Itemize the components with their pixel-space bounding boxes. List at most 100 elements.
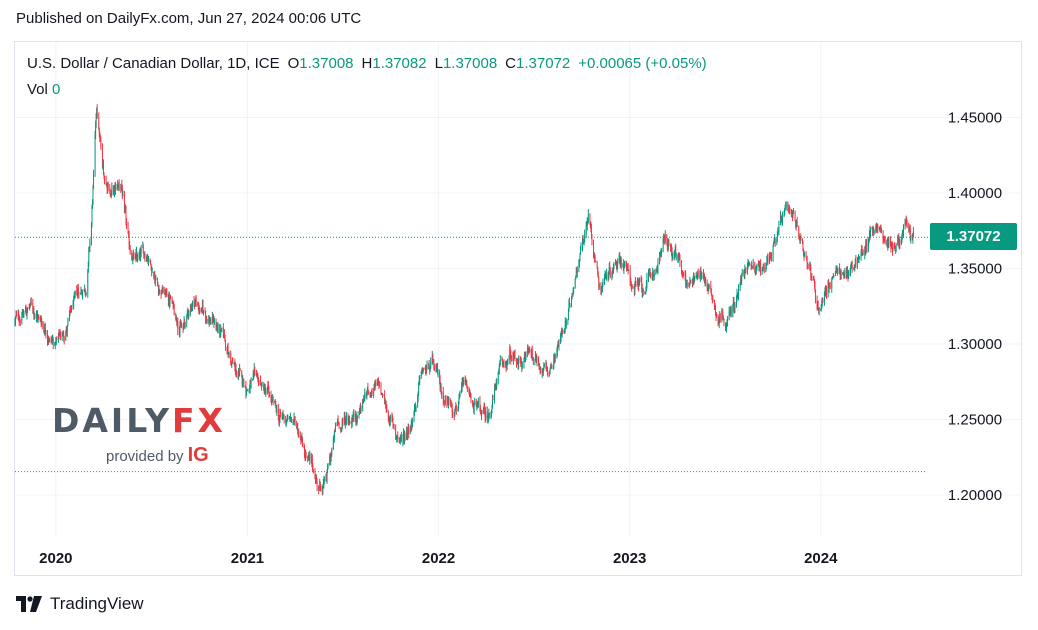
- candle-down: [371, 391, 373, 394]
- candle-down: [374, 383, 376, 387]
- candle-up: [327, 464, 329, 469]
- candle-up: [93, 171, 94, 187]
- candle-down: [465, 382, 467, 385]
- candle-down: [48, 339, 49, 342]
- candle-up: [463, 380, 465, 383]
- candle-down: [219, 324, 221, 334]
- candle-up: [71, 306, 72, 313]
- candle-up: [744, 268, 746, 270]
- candle-down: [133, 253, 135, 259]
- candle-down: [244, 385, 246, 387]
- candle-up: [111, 185, 113, 192]
- candle-up: [379, 384, 380, 386]
- candle-down: [600, 284, 602, 291]
- candle-up: [490, 414, 492, 416]
- candle-up: [61, 335, 63, 337]
- candle-down: [198, 307, 200, 311]
- candle-down: [212, 316, 214, 321]
- candle-up: [154, 280, 156, 283]
- candle-down: [551, 367, 553, 369]
- candle-down: [769, 256, 771, 258]
- candle-down: [353, 413, 355, 418]
- candle-up: [366, 387, 368, 391]
- candle-down: [16, 314, 17, 316]
- candle-up: [211, 316, 213, 323]
- candle-up: [576, 270, 578, 273]
- candle-up: [770, 257, 771, 259]
- candle-down: [857, 260, 859, 262]
- candle-up: [201, 307, 203, 310]
- candle-up: [901, 234, 903, 239]
- candle-up: [561, 331, 563, 333]
- candle-down: [843, 273, 845, 275]
- candle-up: [494, 385, 495, 401]
- candle-down: [170, 298, 171, 300]
- candle-up: [791, 211, 792, 213]
- candle-up: [583, 241, 585, 244]
- candle-down: [549, 373, 550, 375]
- candle-down: [60, 335, 61, 337]
- candle-up: [898, 240, 900, 245]
- candle-down: [246, 389, 248, 391]
- provided-by-ig: provided by IG: [106, 444, 209, 467]
- candle-down: [480, 407, 481, 412]
- candle-down: [693, 274, 695, 281]
- candle-up: [897, 238, 899, 246]
- candle-up: [322, 484, 324, 486]
- candle-up: [124, 207, 126, 210]
- candle-down: [855, 259, 857, 265]
- candle-down: [607, 273, 609, 279]
- candle-down: [150, 263, 152, 269]
- candle-down: [388, 417, 390, 422]
- candle-up: [114, 186, 115, 193]
- candle-down: [589, 214, 591, 223]
- candle-up: [418, 382, 420, 392]
- candle-up: [426, 364, 428, 370]
- candle-up: [506, 360, 508, 367]
- tradingview-brand[interactable]: TradingView: [16, 594, 144, 614]
- candle-up: [362, 399, 364, 409]
- candle-up: [695, 275, 697, 278]
- candle-up: [888, 240, 890, 244]
- candle-down: [788, 210, 790, 212]
- candle-down: [814, 284, 816, 293]
- candle-down: [704, 277, 705, 284]
- candle-up: [873, 229, 875, 235]
- candle-down: [424, 369, 426, 371]
- candle-up: [354, 415, 356, 418]
- candle-down: [127, 224, 129, 234]
- candle-down: [313, 470, 314, 473]
- candle-up: [410, 421, 412, 432]
- candle-down: [254, 368, 256, 371]
- candle-up: [593, 253, 595, 256]
- candle-down: [349, 419, 350, 423]
- candle-up: [572, 292, 574, 295]
- candle-up: [628, 269, 630, 271]
- candle-down: [351, 421, 353, 425]
- candle-down: [598, 277, 600, 288]
- candle-up: [850, 267, 852, 271]
- candle-up: [606, 273, 608, 279]
- candle-down: [462, 382, 464, 384]
- candle-down: [52, 339, 54, 345]
- candle-up: [227, 347, 228, 352]
- candle-up: [759, 264, 761, 267]
- candle-down: [690, 279, 692, 281]
- candle-down: [796, 220, 798, 227]
- candle-up: [773, 240, 775, 243]
- candle-down: [723, 319, 725, 324]
- candle-up: [784, 208, 786, 215]
- candle-up: [497, 371, 499, 382]
- candle-down: [450, 402, 452, 405]
- candle-up: [487, 415, 489, 419]
- candle-up: [413, 410, 415, 422]
- candle-down: [236, 373, 237, 375]
- candle-down: [104, 178, 105, 181]
- candle-down: [759, 265, 760, 267]
- candle-down: [184, 321, 186, 324]
- candle-down: [666, 234, 668, 241]
- candle-up: [748, 262, 750, 264]
- candle-down: [714, 300, 715, 306]
- candle-up: [618, 255, 620, 262]
